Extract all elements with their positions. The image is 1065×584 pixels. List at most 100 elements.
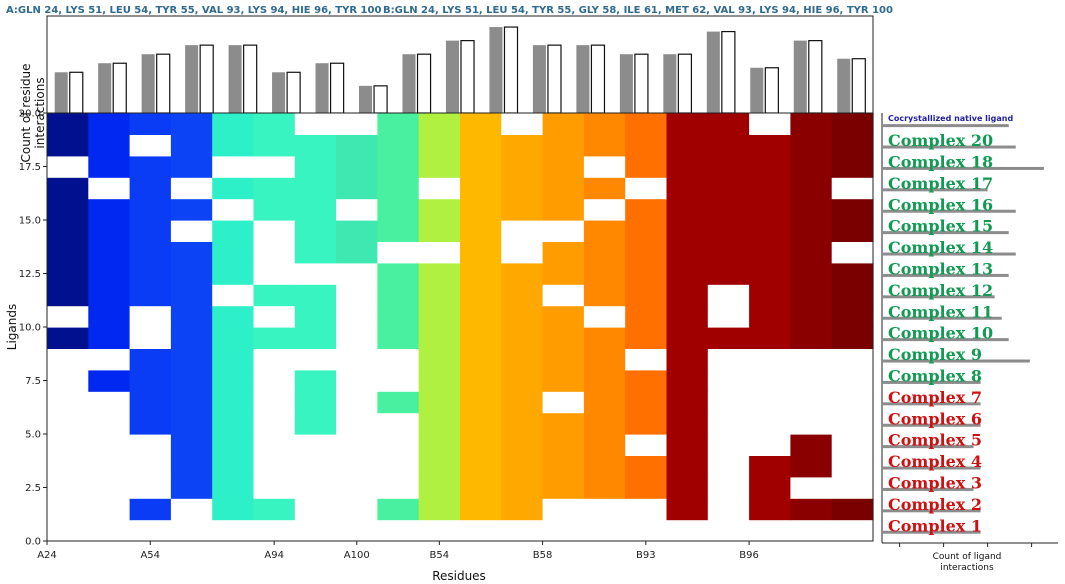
- heatmap-cell: [625, 305, 668, 328]
- heatmap-cell: [47, 327, 89, 349]
- heatmap-cell: [707, 476, 750, 499]
- heatmap-cell: [749, 476, 791, 499]
- heatmap-cell: [253, 348, 296, 371]
- heatmap-cell: [294, 284, 337, 307]
- residue-bar-chain-b: [547, 44, 562, 114]
- heatmap-cell: [294, 498, 337, 521]
- heatmap-cell: [336, 348, 378, 371]
- ligand-interaction-bar: [882, 188, 988, 192]
- heatmap-cell: [625, 134, 668, 157]
- heatmap-cell: [583, 113, 626, 135]
- heatmap-cell: [583, 519, 626, 542]
- residue-bar-chain-b: [286, 71, 301, 114]
- heatmap-cell: [542, 327, 585, 349]
- heatmap-cell: [212, 348, 255, 371]
- heatmap-cell: [170, 241, 213, 264]
- residue-bar-chain-a: [141, 54, 155, 113]
- residue-bar-chain-b: [373, 85, 388, 114]
- heatmap-cell: [418, 369, 461, 392]
- heatmap-cell: [501, 412, 544, 435]
- heatmap-cell: [707, 284, 750, 307]
- heatmap-cell: [749, 177, 791, 200]
- ligand-count-axis-label-line2: interactions: [940, 563, 994, 573]
- heatmap-cell: [418, 391, 461, 414]
- heatmap-cell: [377, 220, 420, 242]
- heatmap-cell: [583, 262, 626, 285]
- heatmap-cell: [749, 284, 791, 307]
- heatmap-cell: [542, 262, 585, 285]
- heatmap-cell: [583, 198, 626, 221]
- heatmap-cell: [501, 519, 544, 542]
- heatmap-cell: [170, 391, 213, 414]
- heatmap-cell: [418, 220, 461, 242]
- heatmap-cell: [831, 241, 874, 264]
- residue-bar-chain-b: [112, 62, 127, 114]
- heatmap-cell: [418, 476, 461, 499]
- heatmap-cell: [212, 198, 255, 221]
- heatmap-y-tick-label: 5.0: [25, 430, 41, 441]
- heatmap-cell: [88, 348, 131, 371]
- heatmap-x-tick-label: A54: [140, 550, 160, 561]
- complex-label: Complex 10: [888, 324, 993, 343]
- heatmap-cell: [501, 305, 544, 328]
- heatmap-cell: [666, 498, 709, 521]
- heatmap-cell: [501, 327, 544, 349]
- heatmap-cell: [501, 369, 544, 392]
- chain-b-residue-header: B:GLN 24, LYS 51, LEU 54, TYR 55, GLY 58…: [383, 5, 893, 16]
- heatmap-cell: [88, 155, 131, 178]
- heatmap-cell: [460, 348, 502, 371]
- heatmap-cell: [170, 412, 213, 435]
- heatmap-cell: [253, 519, 296, 542]
- heatmap-cell: [460, 434, 502, 456]
- heatmap-cell: [749, 434, 791, 456]
- heatmap-cell: [707, 391, 750, 414]
- heatmap-cell: [47, 113, 89, 135]
- heatmap-cell: [129, 305, 172, 328]
- heatmap-y-tick-label: 12.5: [19, 269, 41, 280]
- heatmap-cell: [542, 113, 585, 135]
- heatmap-cell: [294, 519, 337, 542]
- heatmap-cell: [377, 284, 420, 307]
- heatmap-cell: [294, 305, 337, 328]
- heatmap-cell: [749, 220, 791, 242]
- heatmap-cell: [336, 220, 378, 242]
- heatmap-cell: [336, 198, 378, 221]
- residue-bar-chain-b: [677, 53, 693, 114]
- heatmap-cell: [418, 113, 461, 135]
- heatmap-cell: [749, 113, 791, 135]
- residue-bar-chain-b: [329, 62, 345, 114]
- heatmap-cell: [336, 155, 378, 178]
- heatmap-cell: [253, 327, 296, 349]
- residue-bar-chain-b: [416, 53, 432, 114]
- heatmap-cell: [253, 498, 296, 521]
- heatmap-cell: [377, 262, 420, 285]
- residue-bar-chain-a: [359, 85, 373, 113]
- heatmap-cell: [377, 455, 420, 478]
- heatmap-cell: [294, 476, 337, 499]
- heatmap-cell: [129, 369, 172, 392]
- heatmap-cell: [129, 455, 172, 478]
- residue-bar-chain-a: [185, 45, 199, 114]
- heatmap-cell: [418, 284, 461, 307]
- heatmap-cell: [707, 519, 750, 542]
- heatmap-cell: [47, 134, 89, 157]
- heatmap-cell: [501, 241, 544, 264]
- heatmap-cell: [831, 391, 874, 414]
- heatmap-cell: [501, 434, 544, 456]
- complex-label: Complex 8: [888, 367, 982, 386]
- ligand-interaction-bar: [882, 252, 1016, 256]
- heatmap-cell: [501, 113, 544, 135]
- heatmap-x-tick-label: A24: [37, 550, 57, 561]
- heatmap-cell: [666, 241, 709, 264]
- heatmap-cell: [790, 369, 833, 392]
- heatmap-cell: [212, 284, 255, 307]
- heatmap-cell: [501, 262, 544, 285]
- ligand-interaction-bar: [882, 466, 981, 470]
- heatmap-y-tick-label: 10.0: [19, 323, 41, 334]
- heatmap-cell: [88, 369, 131, 392]
- chain-a-residue-header: A:GLN 24, LYS 51, LEU 54, TYR 55, VAL 93…: [6, 5, 381, 16]
- ligand-interaction-bar: [882, 273, 1009, 277]
- heatmap-cell: [336, 498, 378, 521]
- heatmap-cell: [170, 284, 213, 307]
- heatmap-cell: [749, 134, 791, 157]
